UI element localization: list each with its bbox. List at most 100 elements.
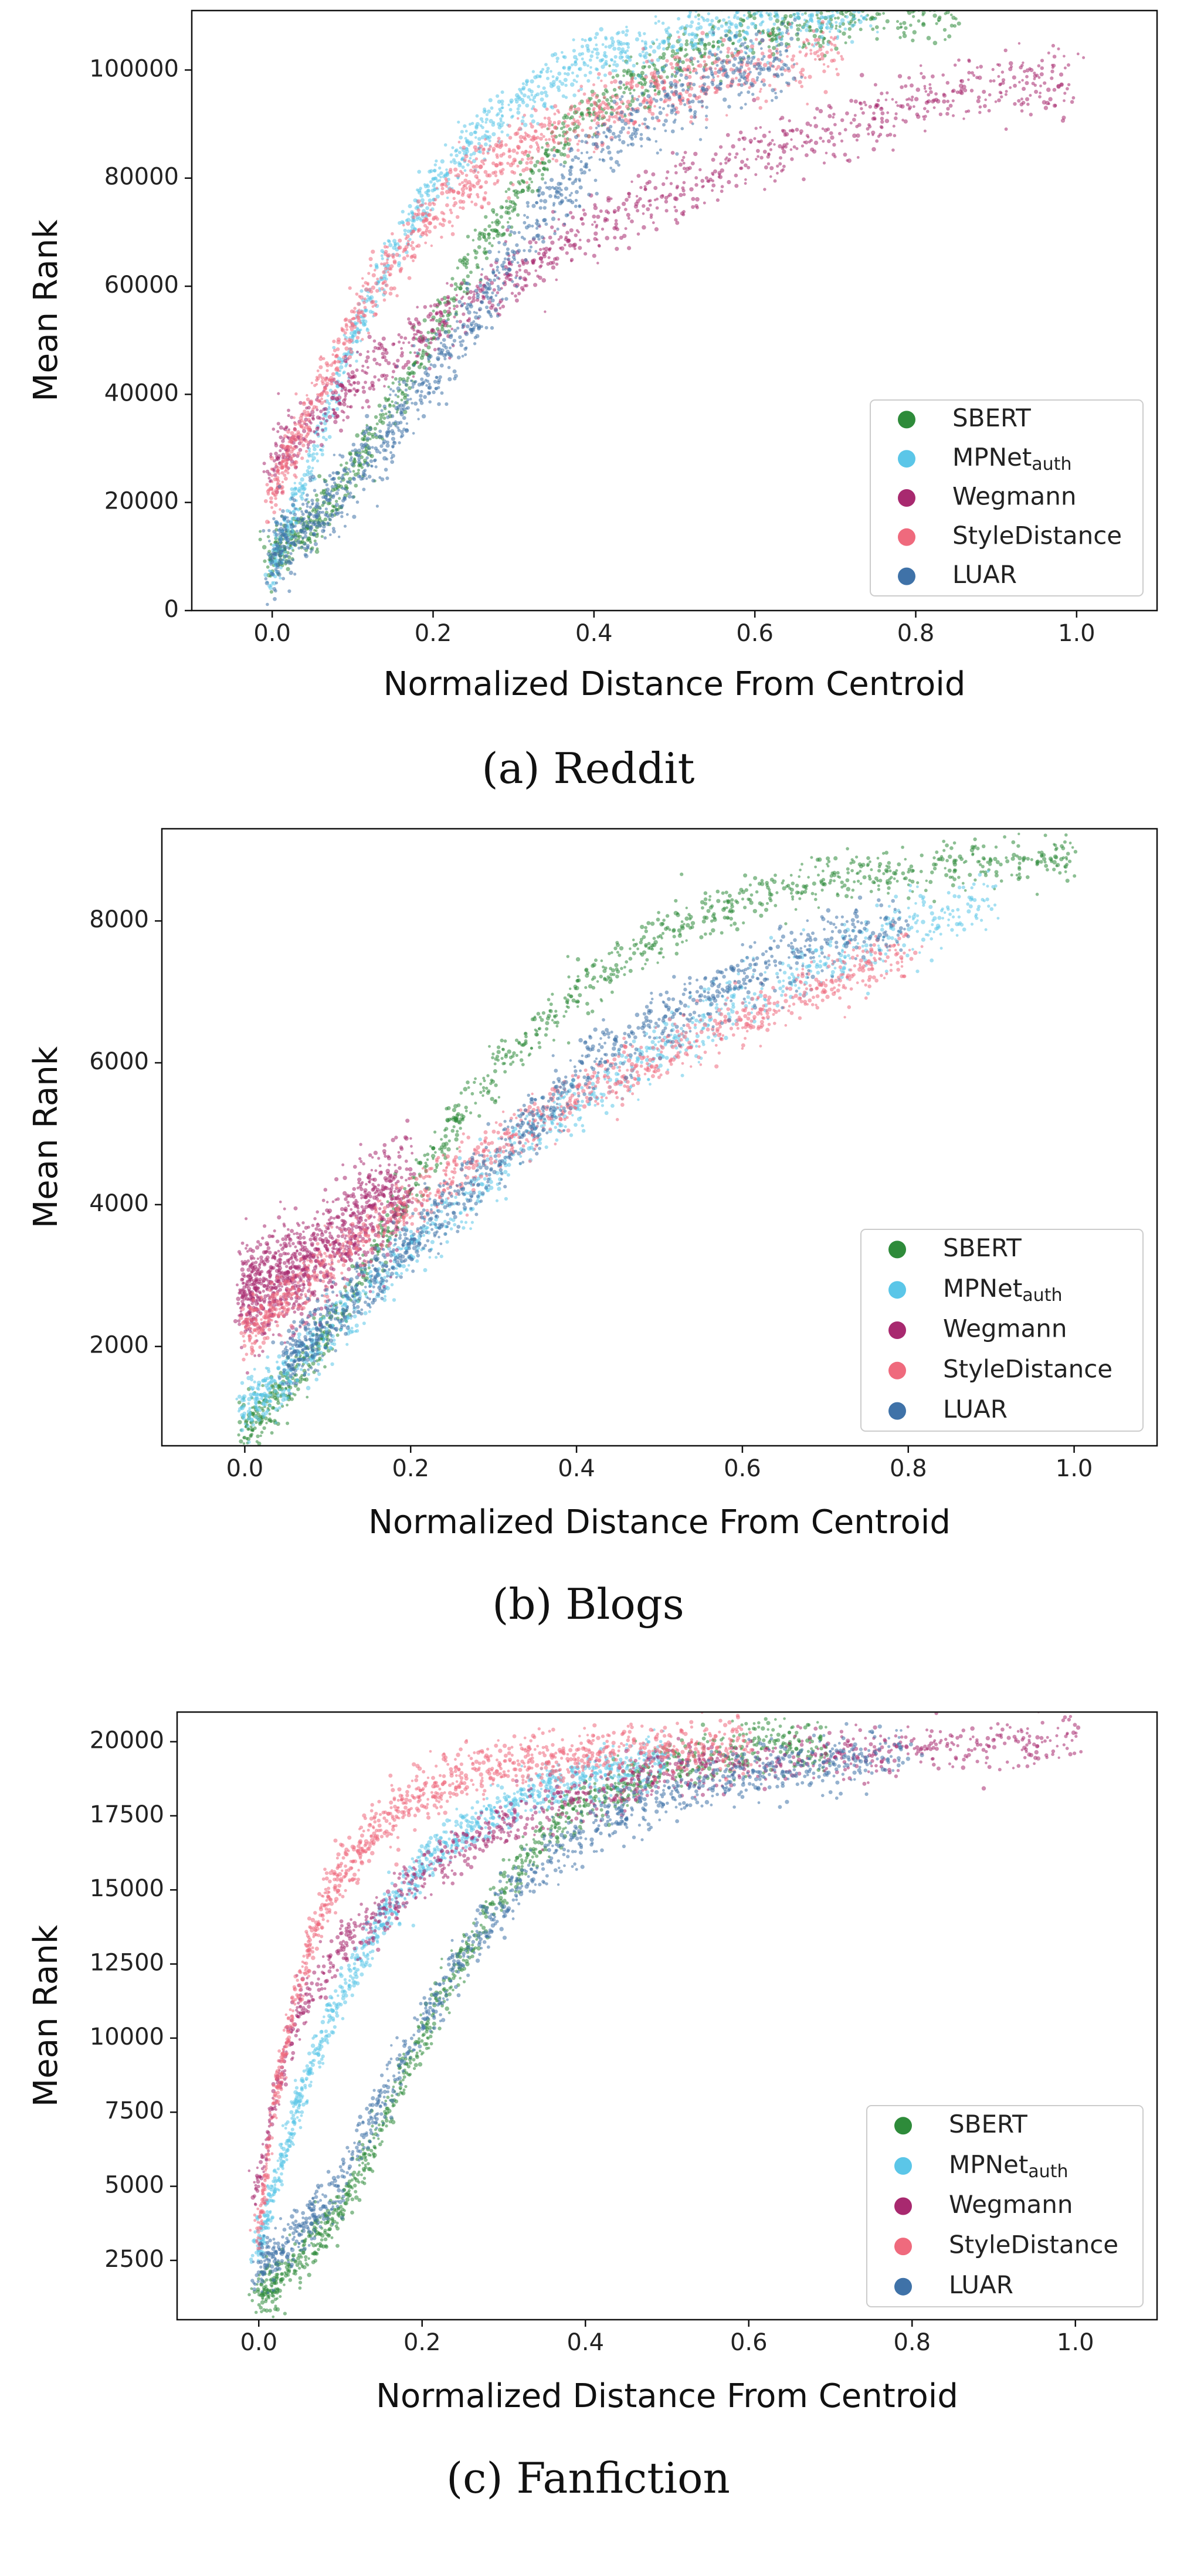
scatter-point bbox=[350, 323, 355, 328]
scatter-point bbox=[352, 387, 356, 391]
scatter-point bbox=[553, 112, 557, 116]
scatter-point bbox=[277, 454, 281, 458]
scatter-point bbox=[696, 206, 699, 209]
scatter-point bbox=[653, 104, 656, 108]
scatter-point bbox=[619, 236, 623, 240]
scatter-point bbox=[859, 101, 862, 105]
scatter-point bbox=[892, 124, 896, 128]
scatter-point bbox=[544, 138, 548, 141]
scatter-point bbox=[420, 377, 424, 381]
scatter-point bbox=[499, 215, 503, 219]
scatter-point bbox=[898, 36, 902, 39]
scatter-point bbox=[593, 231, 598, 236]
scatter-point bbox=[482, 162, 486, 166]
scatter-point bbox=[366, 350, 369, 354]
scatter-point bbox=[852, 0, 856, 3]
scatter-point bbox=[755, 158, 758, 161]
scatter-point bbox=[287, 589, 291, 594]
scatter-point bbox=[703, 55, 706, 59]
scatter-point bbox=[1033, 77, 1036, 80]
scatter-point bbox=[556, 109, 560, 113]
scatter-point bbox=[293, 473, 297, 477]
scatter-point bbox=[907, 97, 911, 101]
scatter-point bbox=[746, 25, 750, 30]
scatter-point bbox=[866, 127, 870, 131]
scatter-point bbox=[632, 70, 635, 73]
scatter-point bbox=[552, 137, 555, 141]
scatter-point bbox=[834, 46, 839, 51]
scatter-point bbox=[875, 37, 879, 41]
scatter-point bbox=[806, 103, 809, 106]
scatter-point bbox=[679, 91, 682, 95]
scatter-point bbox=[459, 146, 462, 150]
scatter-point bbox=[501, 225, 505, 229]
scatter-point bbox=[624, 51, 627, 55]
scatter-point bbox=[544, 310, 547, 313]
scatter-point bbox=[388, 243, 393, 248]
scatter-point bbox=[767, 45, 771, 49]
scatter-point bbox=[610, 80, 613, 84]
scatter-point bbox=[514, 298, 519, 303]
scatter-point bbox=[725, 54, 730, 59]
scatter-point bbox=[1025, 74, 1029, 79]
scatter-point bbox=[281, 445, 286, 449]
scatter-point bbox=[643, 185, 647, 188]
scatter-point bbox=[768, 16, 773, 21]
scatter-point bbox=[481, 148, 486, 152]
scatter-point bbox=[612, 209, 617, 213]
scatter-point bbox=[658, 119, 661, 123]
scatter-point bbox=[688, 166, 692, 170]
scatter-point bbox=[1047, 102, 1050, 106]
scatter-point bbox=[871, 130, 876, 135]
scatter-point bbox=[613, 79, 618, 84]
scatter-point bbox=[705, 18, 710, 22]
scatter-point bbox=[593, 237, 598, 241]
scatter-point bbox=[697, 64, 700, 67]
scatter-point bbox=[293, 428, 297, 432]
scatter-point bbox=[337, 369, 340, 372]
scatter-point bbox=[543, 105, 547, 109]
scatter-point bbox=[923, 84, 927, 88]
scatter-point bbox=[408, 386, 412, 391]
scatter-point bbox=[533, 283, 538, 287]
scatter-point bbox=[836, 72, 840, 76]
scatter-point bbox=[453, 307, 456, 310]
scatter-point bbox=[664, 199, 669, 204]
scatter-point bbox=[290, 438, 294, 442]
scatter-point bbox=[679, 193, 683, 197]
scatter-point bbox=[500, 90, 504, 94]
scatter-point bbox=[586, 49, 591, 53]
scatter-point bbox=[563, 120, 567, 123]
scatter-point bbox=[799, 129, 803, 134]
scatter-point bbox=[523, 269, 528, 274]
scatter-point bbox=[473, 335, 477, 340]
scatter-point bbox=[924, 90, 928, 93]
scatter-point bbox=[860, 0, 864, 4]
scatter-point bbox=[880, 126, 884, 130]
scatter-point bbox=[337, 401, 341, 406]
scatter-point bbox=[640, 144, 643, 148]
scatter-point bbox=[557, 88, 561, 92]
scatter-point bbox=[286, 567, 290, 571]
scatter-point bbox=[738, 29, 741, 33]
scatter-point bbox=[659, 194, 664, 199]
scatter-point bbox=[559, 152, 564, 157]
scatter-point bbox=[418, 339, 422, 343]
scatter-point bbox=[300, 484, 304, 488]
scatter-point bbox=[406, 229, 411, 233]
scatter-point bbox=[838, 131, 842, 135]
scatter-point bbox=[344, 317, 348, 321]
scatter-point bbox=[515, 270, 519, 274]
scatter-point bbox=[774, 96, 778, 100]
scatter-point bbox=[707, 55, 711, 59]
scatter-point bbox=[876, 30, 879, 33]
scatter-point bbox=[759, 155, 764, 160]
scatter-point bbox=[577, 89, 581, 93]
scatter-point bbox=[349, 338, 354, 343]
scatter-point bbox=[752, 16, 757, 21]
scatter-point bbox=[643, 117, 647, 121]
scatter-point bbox=[361, 450, 364, 453]
scatter-point bbox=[705, 34, 710, 39]
scatter-point bbox=[791, 129, 795, 133]
scatter-point bbox=[501, 103, 504, 106]
